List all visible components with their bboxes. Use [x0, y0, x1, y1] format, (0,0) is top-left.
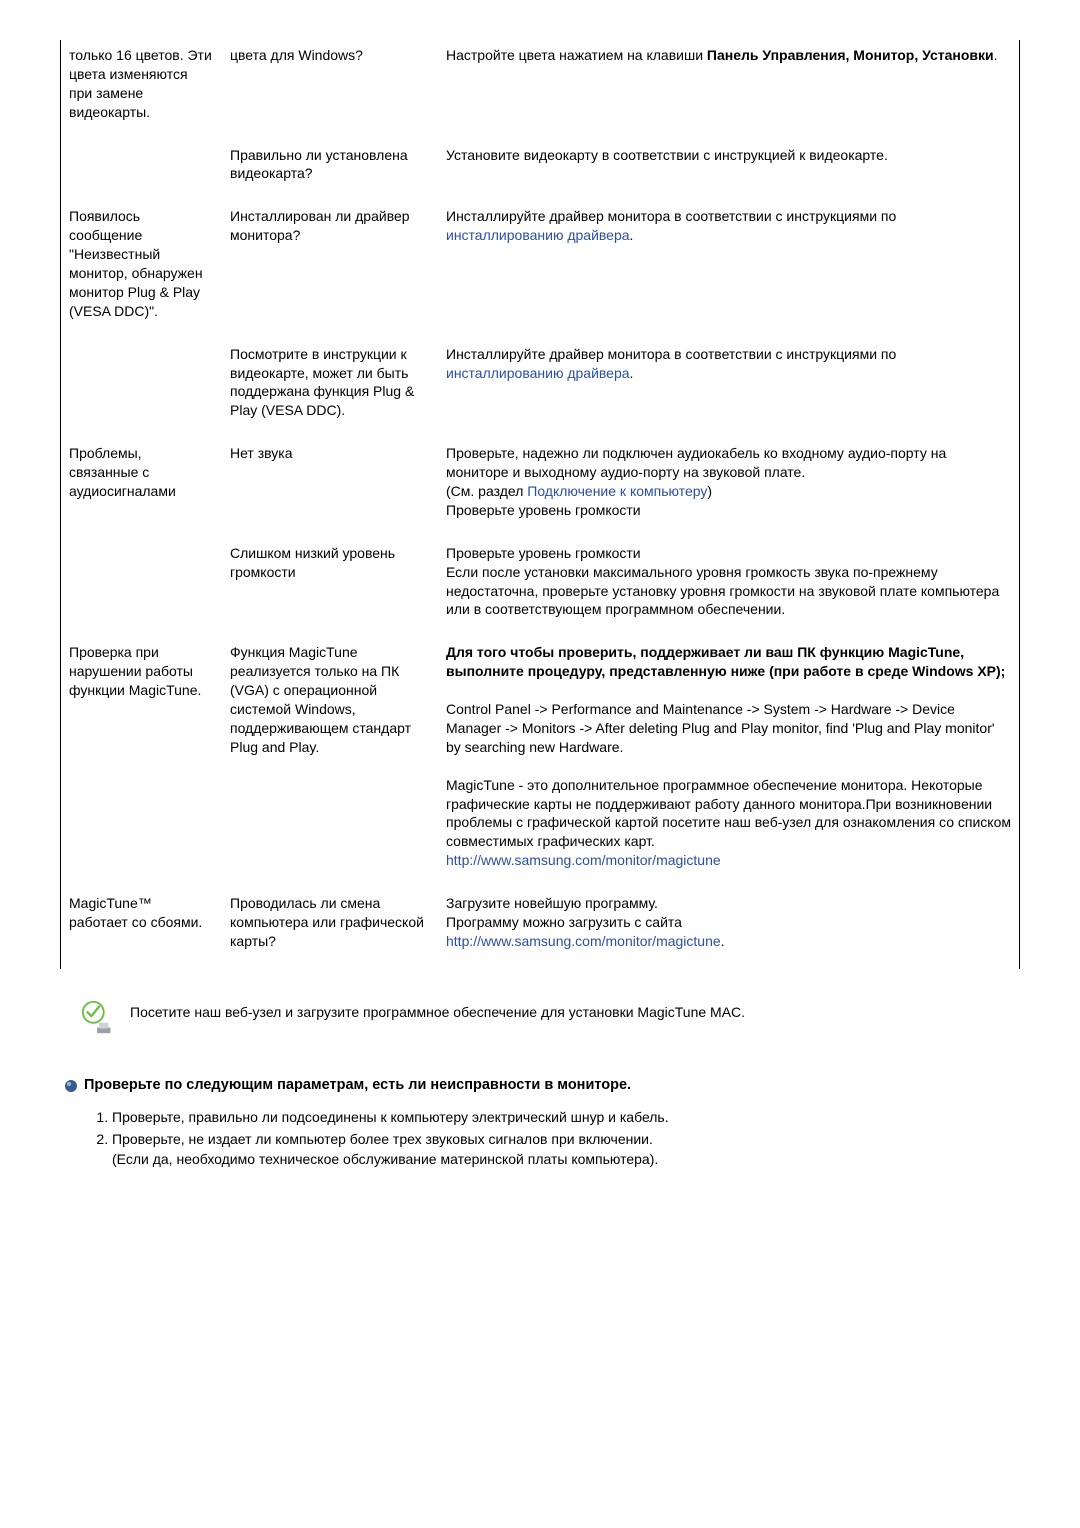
- link[interactable]: инсталлированию драйвера: [446, 365, 630, 381]
- checks-list: Проверьте, правильно ли подсоединены к к…: [90, 1107, 1020, 1170]
- symptom-cell: [61, 538, 223, 638]
- symptom-cell: Появилось сообщение "Неизвестный монитор…: [61, 201, 223, 338]
- text: Проверьте уровень громкости: [446, 502, 641, 518]
- text: Для того чтобы проверить, поддерживает л…: [446, 644, 1005, 679]
- bullet-icon: [64, 1079, 78, 1093]
- solution-cell: Инсталлируйте драйвер монитора в соответ…: [438, 339, 1020, 439]
- question-cell: Нет звука: [222, 438, 438, 538]
- question-cell: Проводилась ли смена компьютера или граф…: [222, 888, 438, 969]
- text: .: [630, 365, 634, 381]
- table-row: Слишком низкий уровень громкостиПроверьт…: [61, 538, 1020, 638]
- troubleshoot-table: только 16 цветов. Эти цвета изменяются п…: [60, 40, 1020, 969]
- text: Панель Управления, Монитор, Установки: [707, 47, 994, 63]
- link[interactable]: инсталлированию драйвера: [446, 227, 630, 243]
- solution-cell: Проверьте, надежно ли подключен аудиокаб…: [438, 438, 1020, 538]
- solution-cell: Инсталлируйте драйвер монитора в соответ…: [438, 201, 1020, 338]
- text: Инсталлируйте драйвер монитора в соответ…: [446, 346, 896, 362]
- symptom-cell: [61, 140, 223, 202]
- table-row: только 16 цветов. Эти цвета изменяются п…: [61, 40, 1020, 140]
- link[interactable]: Подключение к компьютеру: [527, 483, 707, 499]
- text: Загрузите новейшую программу.: [446, 895, 658, 911]
- page: только 16 цветов. Эти цвета изменяются п…: [0, 0, 1080, 1232]
- mac-note-text: Посетите наш веб-узел и загрузите програ…: [130, 999, 745, 1022]
- table-row: Появилось сообщение "Неизвестный монитор…: [61, 201, 1020, 338]
- section-title: Проверьте по следующим параметрам, есть …: [84, 1077, 631, 1093]
- text: MagicTune - это дополнительное программн…: [446, 777, 1011, 850]
- text: .: [630, 227, 634, 243]
- table-row: Правильно ли установлена видеокарта? Уста…: [61, 140, 1020, 202]
- table-row: Проблемы, связанные с аудиосигналамиНет …: [61, 438, 1020, 538]
- text: .: [721, 933, 725, 949]
- symptom-cell: Проблемы, связанные с аудиосигналами: [61, 438, 223, 538]
- link[interactable]: http://www.samsung.com/monitor/magictune: [446, 852, 721, 868]
- solution-cell: Загрузите новейшую программу. Программу м…: [438, 888, 1020, 969]
- check-item: Проверьте, не издает ли компьютер более …: [112, 1129, 1020, 1170]
- symptom-cell: MagicTune™ работает со сбоями.: [61, 888, 223, 969]
- text: ): [707, 483, 712, 499]
- text: (См. раздел: [446, 483, 527, 499]
- text: Установите видеокарту в соответствии с и…: [446, 147, 888, 163]
- magictune-mac-icon: [80, 999, 118, 1037]
- check-item: Проверьте, правильно ли подсоединены к к…: [112, 1107, 1020, 1127]
- table-row: MagicTune™ работает со сбоями.Проводилас…: [61, 888, 1020, 969]
- text: Инсталлируйте драйвер монитора в соответ…: [446, 208, 896, 224]
- text: Control Panel -> Performance and Mainten…: [446, 701, 995, 755]
- table-row: Посмотрите в инструкции к видеокарте, мо…: [61, 339, 1020, 439]
- question-cell: Правильно ли установлена видеокарта?: [222, 140, 438, 202]
- text: Если после установки максимального уровн…: [446, 564, 999, 618]
- text: .: [994, 47, 998, 63]
- mac-note-row: Посетите наш веб-узел и загрузите програ…: [60, 999, 1020, 1037]
- question-cell: Инсталлирован ли драйвер монитора?: [222, 201, 438, 338]
- text: Настройте цвета нажатием на клавиши: [446, 47, 707, 63]
- symptom-cell: Проверка при нарушении работы функции Ma…: [61, 637, 223, 888]
- text: Проверьте, надежно ли подключен аудиокаб…: [446, 445, 946, 480]
- solution-cell: Для того чтобы проверить, поддерживает л…: [438, 637, 1020, 888]
- solution-cell: Установите видеокарту в соответствии с и…: [438, 140, 1020, 202]
- section-header: Проверьте по следующим параметрам, есть …: [60, 1077, 1020, 1093]
- solution-cell: Настройте цвета нажатием на клавиши Пане…: [438, 40, 1020, 140]
- solution-cell: Проверьте уровень громкости Если после ус…: [438, 538, 1020, 638]
- symptom-cell: [61, 339, 223, 439]
- text: Проверьте уровень громкости: [446, 545, 641, 561]
- text: Программу можно загрузить с сайта: [446, 914, 682, 930]
- question-cell: Функция MagicTune реализуется только на …: [222, 637, 438, 888]
- table-row: Проверка при нарушении работы функции Ma…: [61, 637, 1020, 888]
- question-cell: Слишком низкий уровень громкости: [222, 538, 438, 638]
- symptom-cell: только 16 цветов. Эти цвета изменяются п…: [61, 40, 223, 140]
- question-cell: Посмотрите в инструкции к видеокарте, мо…: [222, 339, 438, 439]
- link[interactable]: http://www.samsung.com/monitor/magictune: [446, 933, 721, 949]
- question-cell: цвета для Windows?: [222, 40, 438, 140]
